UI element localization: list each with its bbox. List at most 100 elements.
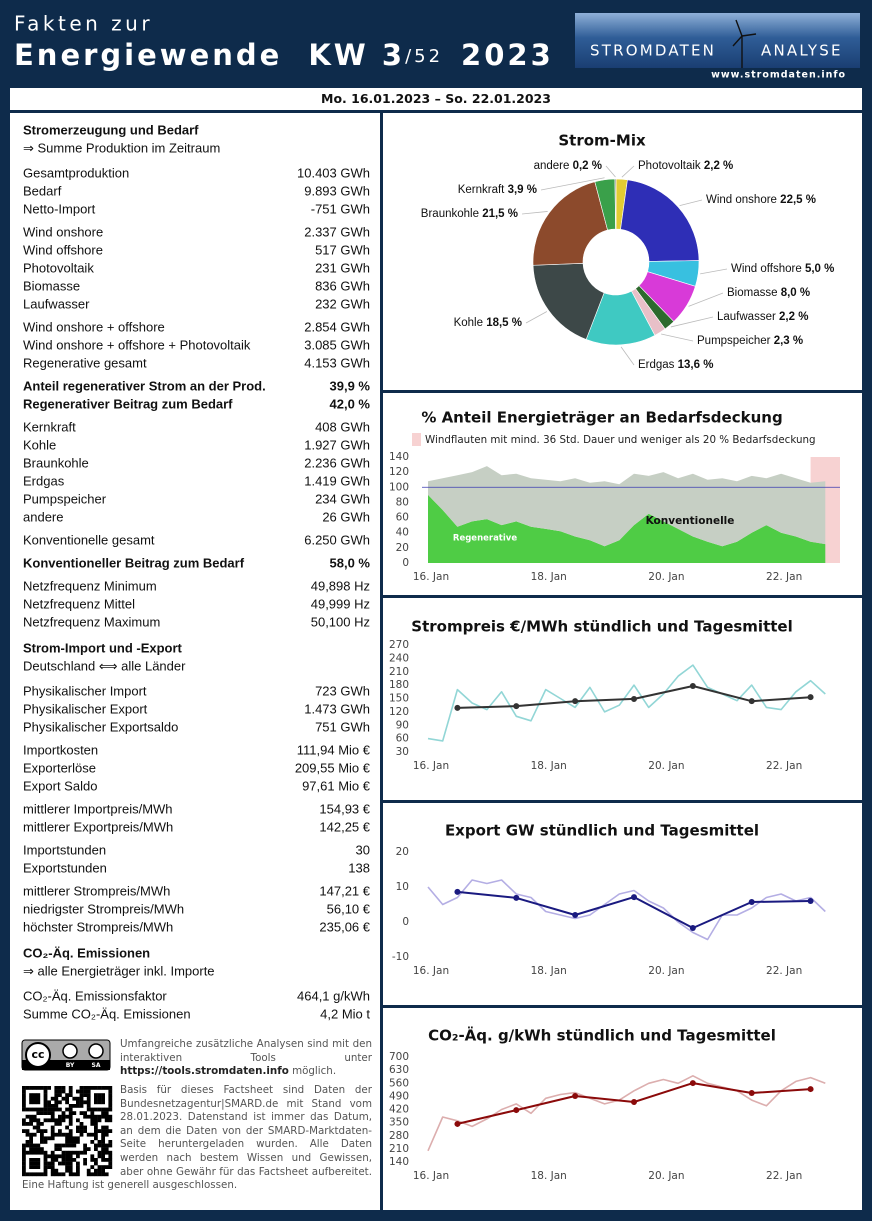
qr-module — [104, 1111, 109, 1115]
qr-module — [108, 1143, 113, 1148]
qr-module — [32, 1086, 37, 1090]
qr-module — [86, 1172, 91, 1177]
qr-module — [50, 1168, 55, 1173]
qr-module — [40, 1129, 44, 1133]
qr-module — [94, 1122, 98, 1126]
qr-module — [86, 1086, 91, 1090]
qr-module — [76, 1161, 80, 1166]
series-label: Regenerative — [453, 534, 517, 544]
qr-module — [86, 1096, 91, 1101]
y-tick-label: 20 — [396, 846, 409, 858]
leader-line — [621, 165, 635, 178]
qr-module — [108, 1154, 113, 1159]
qr-module — [36, 1150, 41, 1155]
qr-module — [61, 1096, 66, 1101]
slice-name: Erdgas — [638, 359, 675, 371]
pie-slice — [532, 181, 608, 266]
y-tick-label: 180 — [389, 679, 409, 691]
row-label: Wind onshore — [23, 224, 103, 239]
leader-line — [661, 333, 694, 342]
mean-point — [631, 1099, 637, 1105]
qr-module — [83, 1129, 87, 1133]
qr-module — [29, 1165, 33, 1169]
qr-module — [94, 1096, 98, 1101]
row-label: Wind onshore + offshore + Photovoltaik — [23, 337, 251, 352]
qr-module — [101, 1165, 105, 1169]
qr-module — [94, 1132, 98, 1137]
qr-module — [25, 1086, 30, 1090]
qr-module — [61, 1111, 66, 1115]
qr-module — [22, 1096, 26, 1101]
slice-value: 22,5 % — [780, 194, 816, 206]
qr-module — [94, 1107, 98, 1112]
y-tick-label: 420 — [389, 1104, 409, 1116]
header-week-total: /52 — [405, 46, 443, 67]
qr-module — [43, 1096, 48, 1101]
header-url: www.stromdaten.info — [711, 70, 846, 81]
row-value: 231 GWh — [315, 260, 370, 275]
row-value: 111,94 Mio € — [297, 742, 371, 757]
mean-point — [631, 695, 637, 702]
pie-slice — [620, 179, 700, 262]
header-year: 2023 — [461, 38, 554, 72]
qr-module — [58, 1118, 62, 1123]
qr-module — [29, 1093, 33, 1097]
qr-module — [25, 1129, 30, 1133]
y-tick-label: 20 — [396, 542, 409, 554]
qr-module — [29, 1107, 33, 1112]
qr-module — [90, 1172, 95, 1177]
x-tick-label: 18. Jan — [531, 571, 567, 583]
qr-module — [40, 1086, 44, 1090]
x-tick-label: 22. Jan — [766, 760, 802, 772]
row-value: 235,06 € — [319, 919, 370, 934]
qr-module — [32, 1172, 37, 1177]
qr-module — [83, 1093, 87, 1097]
section-title: Stromerzeugung und Bedarf — [23, 122, 199, 137]
qr-module — [61, 1172, 66, 1177]
qr-module — [68, 1114, 73, 1119]
license-text: SA — [92, 1062, 101, 1069]
slice-name: Kohle — [454, 317, 483, 329]
qr-module — [36, 1129, 41, 1133]
qr-module — [90, 1111, 95, 1115]
qr-module — [79, 1129, 84, 1133]
qr-module — [101, 1147, 105, 1151]
slice-value: 21,5 % — [482, 208, 518, 220]
qr-module — [108, 1100, 113, 1105]
x-tick-label: 20. Jan — [648, 571, 684, 583]
qr-module — [54, 1086, 59, 1090]
qr-module — [50, 1150, 55, 1155]
row-label: Netzfrequenz Maximum — [23, 614, 160, 629]
y-tick-label: -10 — [392, 951, 409, 963]
qr-module — [90, 1086, 95, 1090]
area — [428, 466, 826, 547]
slice-name: andere — [534, 160, 570, 172]
mean-point — [572, 698, 579, 705]
qr-module — [76, 1172, 80, 1177]
row-value: 49,999 Hz — [311, 596, 370, 611]
pie-slice — [614, 178, 617, 230]
qr-module — [32, 1143, 37, 1148]
qr-module — [68, 1129, 73, 1133]
footer-link[interactable]: https://tools.stromdaten.info — [120, 1065, 289, 1078]
row-value: 50,100 Hz — [311, 614, 370, 629]
qr-module — [43, 1136, 48, 1141]
qr-module — [68, 1158, 73, 1162]
qr-module — [97, 1118, 102, 1123]
qr-module — [29, 1143, 33, 1148]
footer-text: Umfangreiche zusätzliche Analysen sind m… — [120, 1038, 372, 1064]
qr-module — [58, 1114, 62, 1119]
qr-module — [68, 1136, 73, 1141]
slice-value: 13,6 % — [678, 359, 714, 371]
mean-point — [513, 703, 520, 710]
qr-module — [25, 1150, 30, 1155]
qr-module — [76, 1165, 80, 1169]
qr-module — [65, 1136, 69, 1141]
qr-module — [65, 1093, 69, 1097]
row-value: 6.250 GWh — [304, 532, 370, 547]
qr-module — [36, 1107, 41, 1112]
mean-point — [454, 704, 461, 711]
qr-module — [65, 1165, 69, 1169]
qr-module — [54, 1143, 59, 1148]
slice-label: Wind offshore 5,0 % — [731, 263, 834, 275]
